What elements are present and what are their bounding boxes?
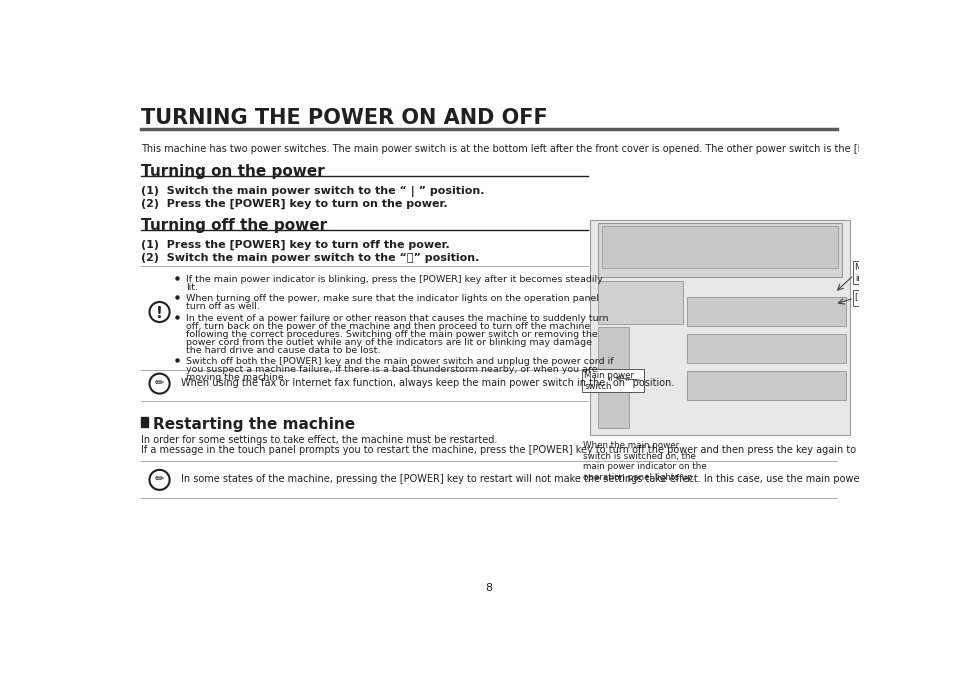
Text: In some states of the machine, pressing the [POWER] key to restart will not make: In some states of the machine, pressing … <box>181 475 953 485</box>
Text: Turning on the power: Turning on the power <box>141 164 324 179</box>
Bar <box>601 225 838 268</box>
Bar <box>598 281 682 323</box>
Bar <box>598 223 841 277</box>
Text: (2)  Switch the main power switch to the “⏻” position.: (2) Switch the main power switch to the … <box>141 252 478 263</box>
Text: In the event of a power failure or other reason that causes the machine to sudde: In the event of a power failure or other… <box>186 314 608 323</box>
Bar <box>686 333 845 363</box>
Text: TURNING THE POWER ON AND OFF: TURNING THE POWER ON AND OFF <box>141 108 547 128</box>
Text: the hard drive and cause data to be lost.: the hard drive and cause data to be lost… <box>186 346 380 355</box>
FancyBboxPatch shape <box>852 290 918 306</box>
Text: When using the fax or Internet fax function, always keep the main power switch i: When using the fax or Internet fax funct… <box>181 378 674 388</box>
Bar <box>590 219 849 435</box>
Bar <box>686 296 845 326</box>
Bar <box>686 371 845 400</box>
Text: When the main power
switch is switched on, the
main power indicator on the
opera: When the main power switch is switched o… <box>582 441 705 481</box>
Text: power cord from the outlet while any of the indicators are lit or blinking may d: power cord from the outlet while any of … <box>186 338 591 347</box>
Text: Turning off the power: Turning off the power <box>141 218 327 233</box>
FancyBboxPatch shape <box>581 369 643 392</box>
Text: (1)  Switch the main power switch to the “ | ” position.: (1) Switch the main power switch to the … <box>141 186 484 196</box>
Text: off, turn back on the power of the machine and then proceed to turn off the mach: off, turn back on the power of the machi… <box>186 321 590 331</box>
Text: (1)  Press the [POWER] key to turn off the power.: (1) Press the [POWER] key to turn off th… <box>141 240 449 250</box>
Text: 8: 8 <box>485 583 492 593</box>
Bar <box>598 327 629 427</box>
Text: Main power
indicator: Main power indicator <box>855 263 904 283</box>
FancyBboxPatch shape <box>852 261 925 284</box>
Text: ✏: ✏ <box>154 378 164 388</box>
Text: Switch off both the [POWER] key and the main power switch and unplug the power c: Switch off both the [POWER] key and the … <box>186 357 613 366</box>
Text: When turning off the power, make sure that the indicator lights on the operation: When turning off the power, make sure th… <box>186 294 598 303</box>
Text: you suspect a machine failure, if there is a bad thunderstorm nearby, or when yo: you suspect a machine failure, if there … <box>186 365 597 374</box>
Bar <box>141 418 148 427</box>
Text: (2)  Press the [POWER] key to turn on the power.: (2) Press the [POWER] key to turn on the… <box>141 199 447 209</box>
Text: turn off as well.: turn off as well. <box>186 302 259 311</box>
Text: Restarting the machine: Restarting the machine <box>152 416 355 432</box>
Text: moving the machine.: moving the machine. <box>186 373 286 382</box>
Text: If the main power indicator is blinking, press the [POWER] key after it becomes : If the main power indicator is blinking,… <box>186 275 602 284</box>
Text: lit.: lit. <box>186 283 197 292</box>
Text: [POWER] key: [POWER] key <box>855 293 911 302</box>
Text: !: ! <box>156 306 163 321</box>
Text: In order for some settings to take effect, the machine must be restarted.: In order for some settings to take effec… <box>141 435 497 446</box>
Text: following the correct procedures. Switching off the main power switch or removin: following the correct procedures. Switch… <box>186 329 597 339</box>
Text: If a message in the touch panel prompts you to restart the machine, press the [P: If a message in the touch panel prompts … <box>141 446 953 455</box>
Text: ✏: ✏ <box>154 475 164 485</box>
Text: This machine has two power switches. The main power switch is at the bottom left: This machine has two power switches. The… <box>141 144 953 154</box>
Text: Main power
switch: Main power switch <box>583 371 634 391</box>
